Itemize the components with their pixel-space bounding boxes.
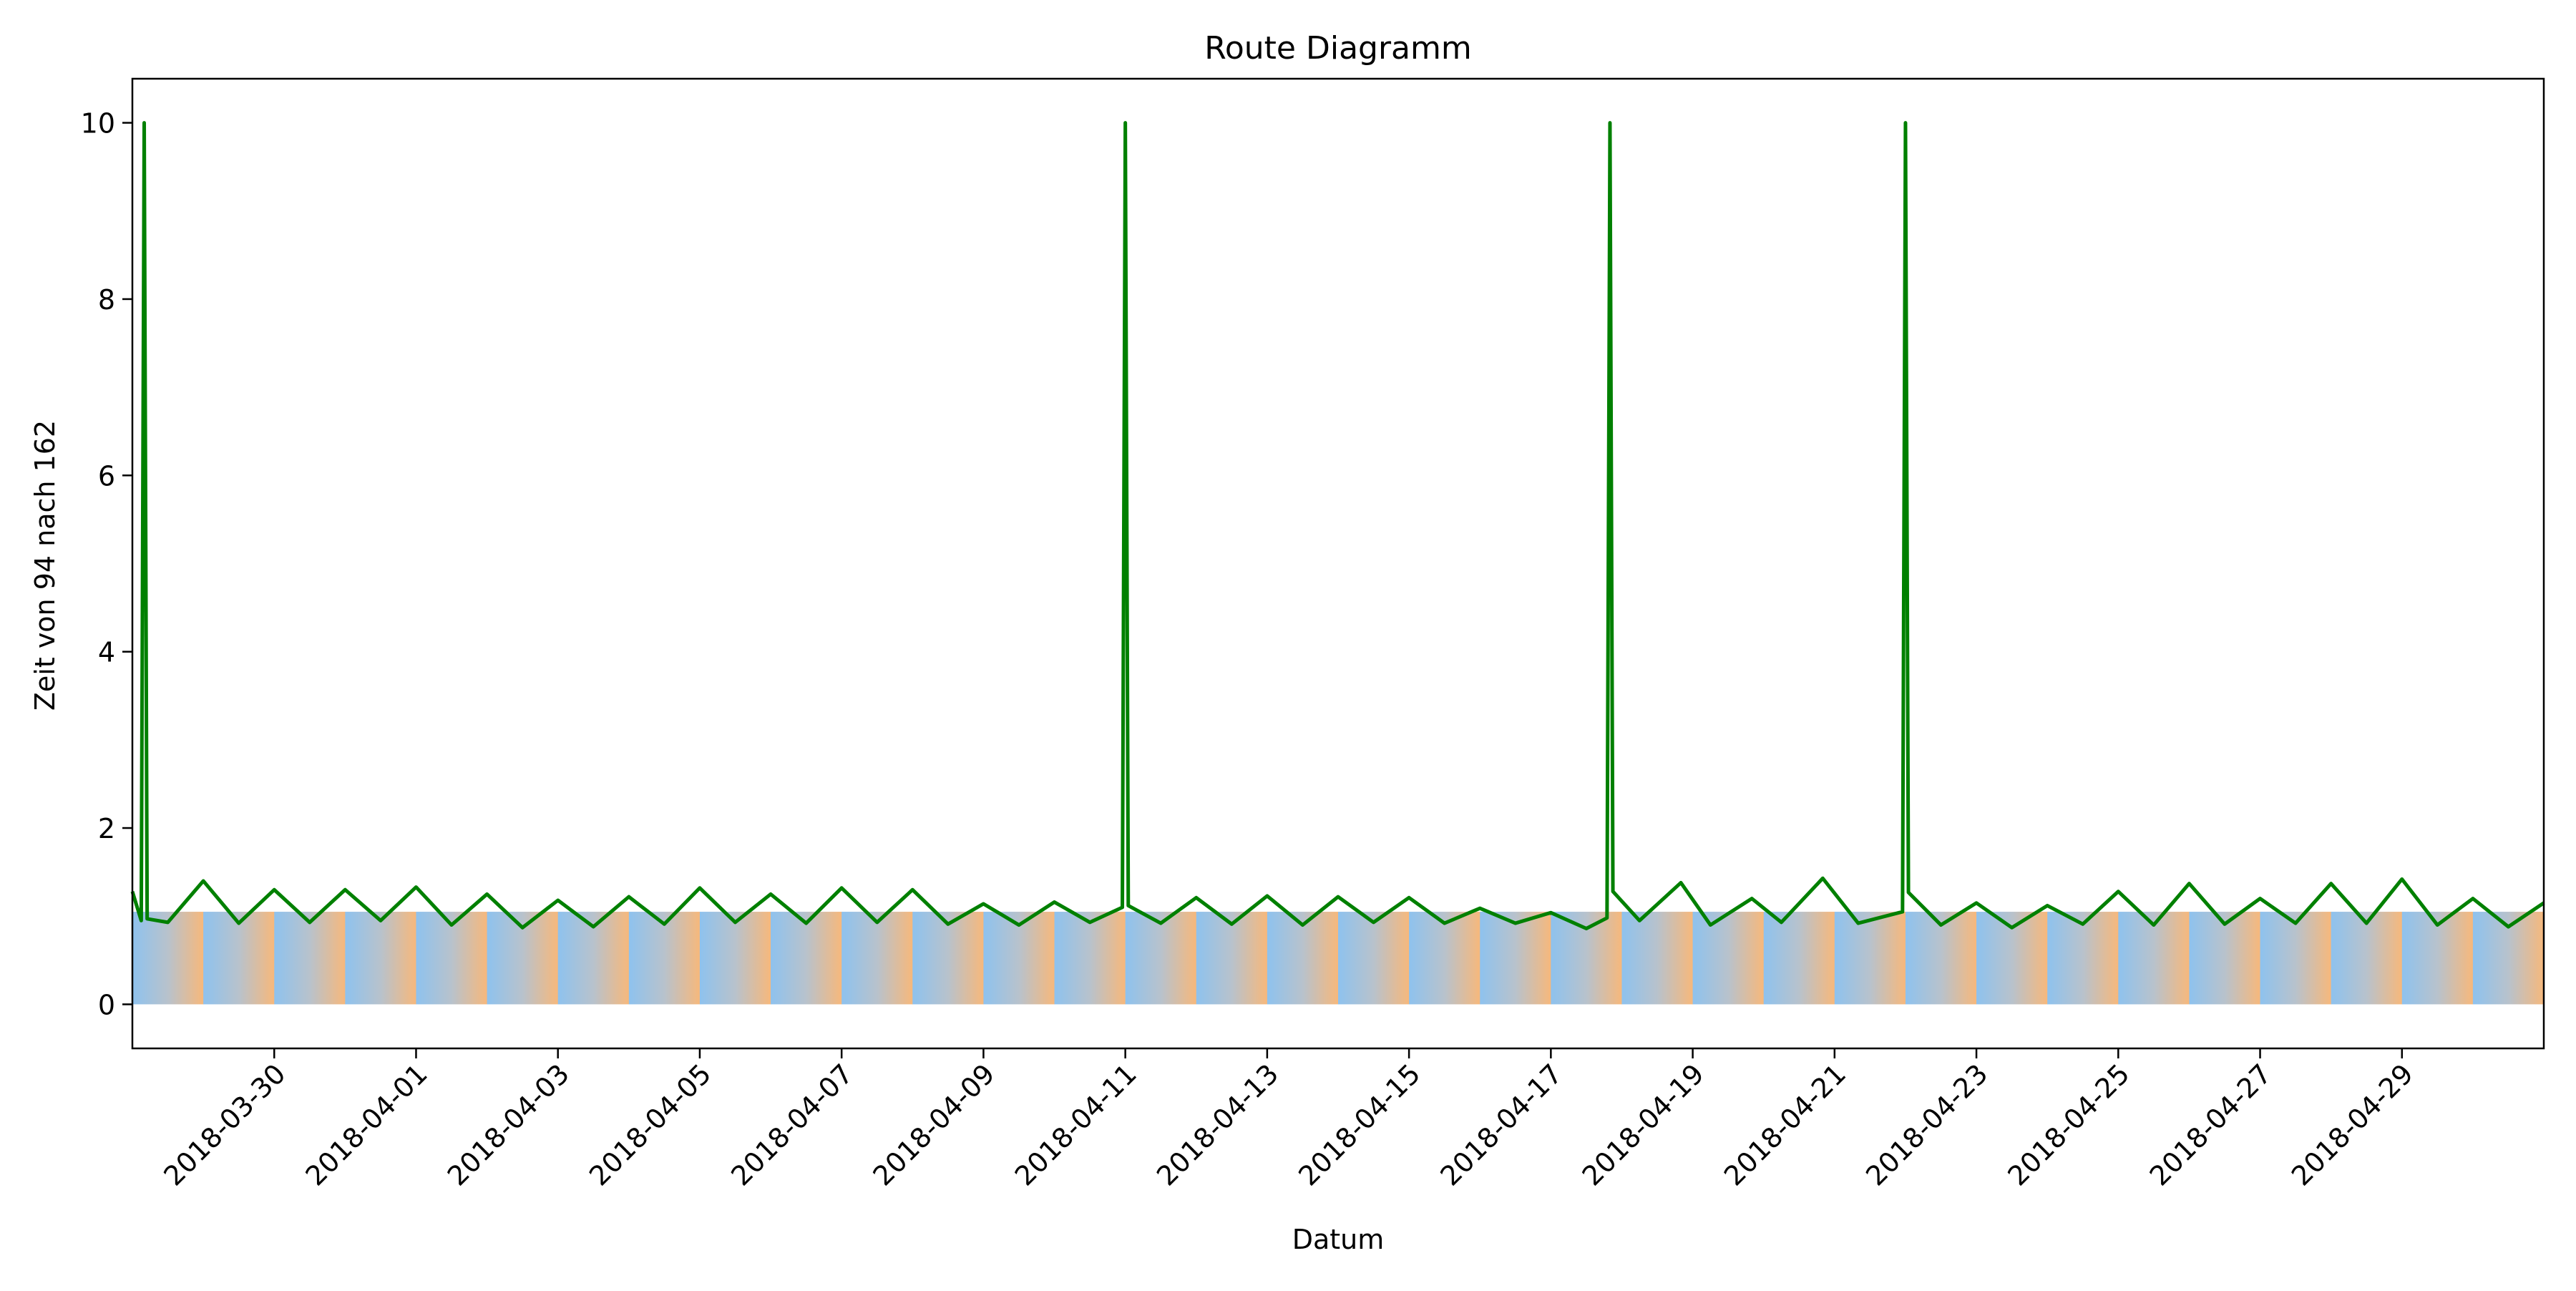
background-band bbox=[699, 912, 771, 1005]
background-band bbox=[1621, 912, 1694, 1005]
background-band bbox=[1125, 912, 1197, 1005]
y-axis: 0 2 4 6 8 10 bbox=[81, 108, 132, 1020]
background-band bbox=[771, 912, 842, 1005]
background-band bbox=[274, 912, 346, 1005]
y-tick-label: 0 bbox=[98, 989, 115, 1020]
x-tick-label: 2018-04-05 bbox=[583, 1058, 717, 1192]
series-layer bbox=[130, 121, 2545, 930]
x-tick-label: 2018-04-13 bbox=[1151, 1058, 1284, 1192]
background-band bbox=[2260, 912, 2332, 1005]
x-tick-label: 2018-04-29 bbox=[2285, 1058, 2419, 1192]
background-band bbox=[1834, 912, 1906, 1005]
background-band bbox=[983, 912, 1055, 1005]
background-band bbox=[1409, 912, 1480, 1005]
x-tick-label: 2018-04-17 bbox=[1434, 1058, 1568, 1192]
x-tick-label: 2018-03-30 bbox=[157, 1058, 291, 1192]
background-bands bbox=[132, 912, 2545, 1005]
background-band bbox=[1054, 912, 1126, 1005]
x-tick-label: 2018-04-23 bbox=[1860, 1058, 1994, 1192]
background-band bbox=[1905, 912, 1977, 1005]
y-axis-label: Zeit von 94 nach 162 bbox=[29, 420, 61, 711]
background-band bbox=[2118, 912, 2190, 1005]
background-band bbox=[203, 912, 275, 1005]
y-tick-label: 4 bbox=[98, 637, 115, 668]
plot-area bbox=[131, 77, 2545, 1050]
x-tick-label: 2018-04-15 bbox=[1292, 1058, 1426, 1192]
background-band bbox=[416, 912, 488, 1005]
background-band bbox=[1763, 912, 1835, 1005]
background-band bbox=[841, 912, 913, 1005]
background-band bbox=[1551, 912, 1623, 1005]
y-tick-label: 10 bbox=[81, 108, 115, 140]
background-band bbox=[345, 912, 417, 1005]
x-tick-label: 2018-04-19 bbox=[1576, 1058, 1710, 1192]
background-band bbox=[132, 912, 204, 1005]
y-tick-label: 6 bbox=[98, 460, 115, 492]
background-band bbox=[2331, 912, 2403, 1005]
background-band bbox=[2401, 912, 2474, 1005]
x-tick-label: 2018-04-09 bbox=[867, 1058, 1001, 1192]
background-band bbox=[912, 912, 985, 1005]
x-tick-label: 2018-04-11 bbox=[1009, 1058, 1143, 1192]
x-tick-label: 2018-04-07 bbox=[725, 1058, 859, 1192]
y-tick-label: 8 bbox=[98, 284, 115, 316]
x-tick-label: 2018-04-25 bbox=[2001, 1058, 2135, 1192]
background-band bbox=[1480, 912, 1551, 1005]
background-band bbox=[1692, 912, 1765, 1005]
background-band bbox=[1338, 912, 1410, 1005]
chart-title: Route Diagramm bbox=[1204, 30, 1471, 67]
x-tick-label: 2018-04-03 bbox=[441, 1058, 575, 1192]
series-line bbox=[130, 121, 2545, 930]
background-band bbox=[2047, 912, 2119, 1005]
y-tick-label: 2 bbox=[98, 813, 115, 844]
x-tick-label: 2018-04-21 bbox=[1718, 1058, 1852, 1192]
background-band bbox=[2189, 912, 2261, 1005]
background-band bbox=[628, 912, 701, 1005]
x-axis: 2018-03-30 2018-04-01 2018-04-03 2018-04-05… bbox=[157, 1048, 2419, 1192]
background-band bbox=[1196, 912, 1268, 1005]
x-tick-label: 2018-04-01 bbox=[300, 1058, 434, 1192]
x-tick-label: 2018-04-27 bbox=[2144, 1058, 2278, 1192]
background-band bbox=[1267, 912, 1339, 1005]
x-axis-label: Datum bbox=[1292, 1224, 1385, 1255]
